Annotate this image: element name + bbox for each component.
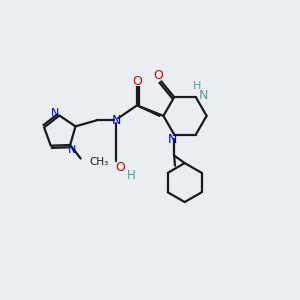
Text: N: N — [199, 89, 208, 102]
Text: N: N — [68, 145, 76, 154]
Text: N: N — [168, 133, 177, 146]
Text: N: N — [111, 114, 121, 127]
Text: N: N — [51, 108, 60, 118]
Text: CH₃: CH₃ — [89, 157, 108, 166]
Text: O: O — [153, 69, 163, 82]
Text: O: O — [115, 161, 125, 174]
Text: H: H — [127, 169, 136, 182]
Text: H: H — [193, 81, 202, 91]
Text: O: O — [132, 75, 142, 88]
